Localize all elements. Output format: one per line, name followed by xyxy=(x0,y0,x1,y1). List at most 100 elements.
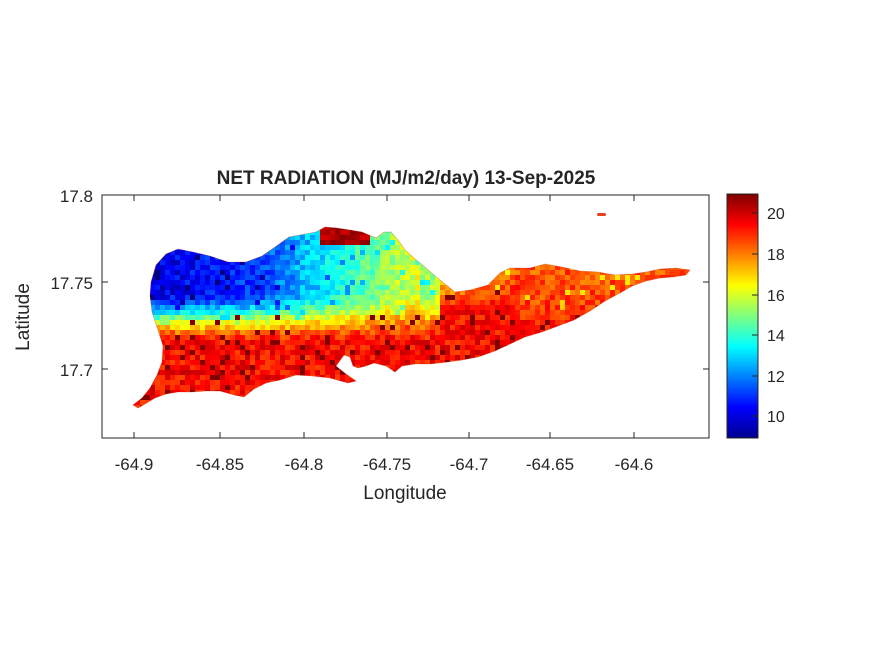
heat-cell xyxy=(350,250,356,256)
heat-cell xyxy=(180,310,186,316)
heat-cell xyxy=(460,325,466,331)
heat-cell xyxy=(285,285,291,291)
heat-cell xyxy=(300,310,306,316)
heat-cell xyxy=(205,275,211,281)
heat-cell xyxy=(455,290,461,296)
heat-cell xyxy=(285,335,291,341)
heat-cell xyxy=(290,345,296,351)
colorbar: 20 18 16 14 12 10 xyxy=(726,193,785,439)
heat-cell xyxy=(505,330,511,336)
heat-cell xyxy=(230,335,236,341)
heat-cell xyxy=(385,335,391,341)
heat-cell xyxy=(185,315,191,321)
heat-cell xyxy=(390,330,396,336)
heat-cell xyxy=(365,260,371,266)
heat-cell xyxy=(245,305,251,311)
heat-cell xyxy=(320,360,326,366)
heat-cell xyxy=(290,290,296,296)
heat-cell xyxy=(680,270,686,276)
heat-cell xyxy=(190,310,196,316)
heat-cell xyxy=(190,385,196,391)
heat-cell xyxy=(470,300,476,306)
heat-cell xyxy=(230,340,236,346)
colorbar-tick-label: 18 xyxy=(767,247,785,264)
heat-cell xyxy=(505,275,511,281)
heat-cell xyxy=(605,290,611,296)
heat-cell xyxy=(425,335,431,341)
heat-cell xyxy=(280,275,286,281)
heat-cell xyxy=(355,345,361,351)
heat-cell xyxy=(260,355,266,361)
heat-cell xyxy=(325,260,331,266)
heat-cell xyxy=(180,375,186,381)
heat-cell xyxy=(260,340,266,346)
heat-cell xyxy=(190,330,196,336)
heat-cell xyxy=(330,305,336,311)
heat-cell xyxy=(335,230,341,236)
heat-cell xyxy=(195,340,201,346)
heat-cell xyxy=(385,330,391,336)
heat-cell xyxy=(450,340,456,346)
heat-cell xyxy=(595,285,601,291)
heat-cell xyxy=(330,265,336,271)
heat-cell xyxy=(345,235,351,241)
heat-cell xyxy=(250,350,256,356)
heat-cell xyxy=(555,315,561,321)
heat-cell xyxy=(225,320,231,326)
heat-cell xyxy=(260,365,266,371)
heat-cell xyxy=(195,335,201,341)
heat-cell xyxy=(550,305,556,311)
heat-cell xyxy=(525,275,531,281)
heat-cell xyxy=(280,360,286,366)
heat-cell xyxy=(375,300,381,306)
heat-cell xyxy=(290,265,296,271)
heat-cell xyxy=(290,335,296,341)
heat-cell xyxy=(550,295,556,301)
heat-cell xyxy=(545,280,551,286)
heat-cell xyxy=(165,275,171,281)
heat-cell xyxy=(305,280,311,286)
heat-cell xyxy=(485,305,491,311)
heat-cell xyxy=(430,360,436,366)
heat-cell xyxy=(220,345,226,351)
heat-cell xyxy=(390,290,396,296)
heat-cell xyxy=(225,335,231,341)
heat-cell xyxy=(430,295,436,301)
heat-cell xyxy=(415,280,421,286)
heat-cell xyxy=(180,315,186,321)
heat-cell xyxy=(495,300,501,306)
heat-cell xyxy=(215,375,221,381)
heat-cell xyxy=(230,360,236,366)
heat-cell xyxy=(560,285,566,291)
heat-cell xyxy=(575,285,581,291)
heat-cell xyxy=(270,300,276,306)
heat-cell xyxy=(335,290,341,296)
heat-cell xyxy=(335,255,341,261)
heat-cell xyxy=(220,295,226,301)
heat-cell xyxy=(315,240,321,246)
heat-cell xyxy=(355,355,361,361)
heat-cell xyxy=(480,285,486,291)
heat-cell xyxy=(240,385,246,391)
heat-cell xyxy=(495,340,501,346)
heat-cell xyxy=(660,275,666,281)
heat-cell xyxy=(255,370,261,376)
heat-cell xyxy=(550,315,556,321)
heat-cell xyxy=(465,310,471,316)
heat-cell xyxy=(325,320,331,326)
heat-cell xyxy=(335,235,341,241)
heat-cell xyxy=(240,325,246,331)
heat-cell xyxy=(470,290,476,296)
heat-cell xyxy=(375,280,381,286)
heat-cell xyxy=(380,295,386,301)
heat-cell xyxy=(500,305,506,311)
heat-cell xyxy=(385,275,391,281)
heat-cell xyxy=(320,300,326,306)
heat-cell xyxy=(165,360,171,366)
heat-cell xyxy=(415,295,421,301)
heat-cell xyxy=(300,340,306,346)
heat-cell xyxy=(410,310,416,316)
heat-cell xyxy=(320,345,326,351)
heat-cell xyxy=(300,320,306,326)
heat-cell xyxy=(390,270,396,276)
